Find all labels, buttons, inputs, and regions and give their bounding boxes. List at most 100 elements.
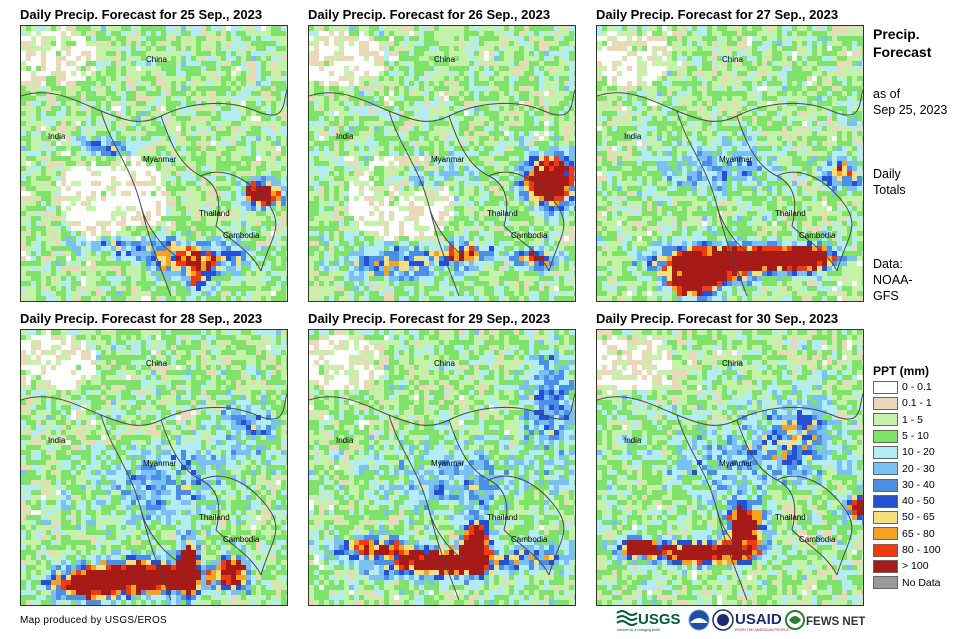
legend-label: 50 - 65 [902, 511, 935, 524]
map-label-cambodia: Cambodia [223, 535, 260, 544]
legend-swatch [873, 576, 898, 590]
map-label-myanmar: Myanmar [143, 459, 177, 468]
legend-title: PPT (mm) [873, 364, 930, 378]
forecast-panel-1: Daily Precip. Forecast for 25 Sep., 2023… [20, 0, 310, 302]
legend-item: 65 - 80 [873, 527, 935, 543]
legend-item: 10 - 20 [873, 445, 935, 461]
precip-field [21, 330, 287, 605]
map-label-cambodia: Cambodia [511, 231, 548, 240]
usgs-logo-text: USGS [638, 611, 681, 628]
legend-item: No Data [873, 576, 941, 592]
legend-swatch [873, 527, 898, 541]
legend-swatch [873, 380, 898, 394]
precip-field [309, 330, 575, 605]
map-label-thailand: Thailand [775, 209, 806, 218]
map-label-cambodia: Cambodia [511, 535, 548, 544]
precip-map: China India Myanmar Thailand Cambodia [308, 25, 576, 302]
map-label-china: China [146, 55, 167, 64]
legend-label: > 100 [902, 560, 929, 573]
legend-item: > 100 [873, 559, 929, 575]
map-label-myanmar: Myanmar [719, 459, 753, 468]
map-label-myanmar: Myanmar [431, 155, 465, 164]
legend-label: 65 - 80 [902, 527, 935, 540]
map-label-china: China [722, 55, 743, 64]
forecast-panel-2: Daily Precip. Forecast for 26 Sep., 2023… [308, 0, 598, 302]
map-label-myanmar: Myanmar [431, 459, 465, 468]
precip-map: China India Myanmar Thailand Cambodia [20, 25, 288, 302]
legend-swatch [873, 429, 898, 443]
precip-map: China India Myanmar Thailand Cambodia [596, 329, 864, 606]
noaa-logo-icon [688, 609, 710, 631]
legend-item: 30 - 40 [873, 478, 935, 494]
legend-label: 20 - 30 [902, 462, 935, 475]
legend-label: 80 - 100 [902, 544, 941, 556]
legend-label: No Data [902, 576, 941, 589]
data-line3: GFS [873, 289, 899, 303]
map-label-thailand: Thailand [775, 513, 806, 522]
daily-line1: Daily [873, 167, 901, 181]
forecast-panel-6: Daily Precip. Forecast for 30 Sep., 2023… [596, 304, 886, 606]
map-label-india: India [624, 132, 642, 141]
as-of-value: Sep 25, 2023 [873, 103, 948, 117]
sidebar-title: Precip. Forecast [873, 25, 931, 61]
map-label-thailand: Thailand [487, 209, 518, 218]
legend-item: 20 - 30 [873, 462, 935, 478]
legend-swatch [873, 462, 898, 476]
legend-item: 80 - 100 [873, 543, 941, 559]
map-label-myanmar: Myanmar [143, 155, 177, 164]
data-line1: Data: [873, 257, 903, 271]
map-label-india: India [336, 132, 354, 141]
map-label-myanmar: Myanmar [719, 155, 753, 164]
legend-swatch [873, 560, 898, 574]
legend-item: 50 - 65 [873, 510, 935, 526]
map-credit: Map produced by USGS/EROS [20, 615, 168, 626]
map-label-thailand: Thailand [487, 513, 518, 522]
map-label-cambodia: Cambodia [799, 231, 836, 240]
usgs-tagline: science for a changing world [617, 628, 660, 632]
map-label-cambodia: Cambodia [799, 535, 836, 544]
legend-swatch [873, 511, 898, 525]
fewsnet-logo: FEWS NET [785, 610, 865, 630]
map-label-cambodia: Cambodia [223, 231, 260, 240]
country-borders [597, 392, 863, 601]
data-line2: NOAA- [873, 273, 913, 287]
usaid-logo-text: USAID [735, 611, 782, 628]
precip-field [309, 26, 575, 301]
legend-swatch [873, 413, 898, 427]
panel-title: Daily Precip. Forecast for 26 Sep., 2023 [308, 7, 551, 22]
legend-item: 40 - 50 [873, 494, 935, 510]
precip-map: China India Myanmar Thailand Cambodia [308, 329, 576, 606]
map-label-thailand: Thailand [199, 209, 230, 218]
legend-item: 0 - 0.1 [873, 380, 932, 396]
sidebar-title-line1: Precip. [873, 26, 920, 42]
sidebar-title-line2: Forecast [873, 44, 932, 60]
precip-field [21, 26, 287, 301]
as-of-date: as of Sep 25, 2023 [873, 86, 947, 118]
usaid-logo: USAID FROM THE AMERICAN PEOPLE [712, 609, 789, 632]
panel-title: Daily Precip. Forecast for 27 Sep., 2023 [596, 7, 839, 22]
daily-totals-note: Daily Totals [873, 166, 906, 198]
map-label-china: China [434, 359, 455, 368]
map-label-thailand: Thailand [199, 513, 230, 522]
legend-swatch [873, 445, 898, 459]
country-borders [21, 392, 287, 601]
map-label-china: China [722, 359, 743, 368]
data-source: Data: NOAA- GFS [873, 256, 913, 304]
panel-title: Daily Precip. Forecast for 30 Sep., 2023 [596, 311, 839, 326]
map-label-india: India [336, 436, 354, 445]
as-of-label: as of [873, 87, 901, 101]
legend-label: 0.1 - 1 [902, 397, 932, 410]
map-label-china: China [146, 359, 167, 368]
legend-swatch [873, 397, 898, 411]
legend-item: 1 - 5 [873, 413, 923, 429]
map-label-india: India [624, 436, 642, 445]
legend-label: 10 - 20 [902, 446, 935, 459]
panel-title: Daily Precip. Forecast for 28 Sep., 2023 [20, 311, 263, 326]
legend-swatch [873, 543, 898, 557]
country-borders [21, 88, 287, 297]
usgs-logo: USGS science for a changing world [616, 610, 681, 632]
legend-swatch [873, 478, 898, 492]
forecast-panel-5: Daily Precip. Forecast for 29 Sep., 2023… [308, 304, 598, 606]
panel-title: Daily Precip. Forecast for 25 Sep., 2023 [20, 7, 263, 22]
country-borders [309, 88, 575, 297]
